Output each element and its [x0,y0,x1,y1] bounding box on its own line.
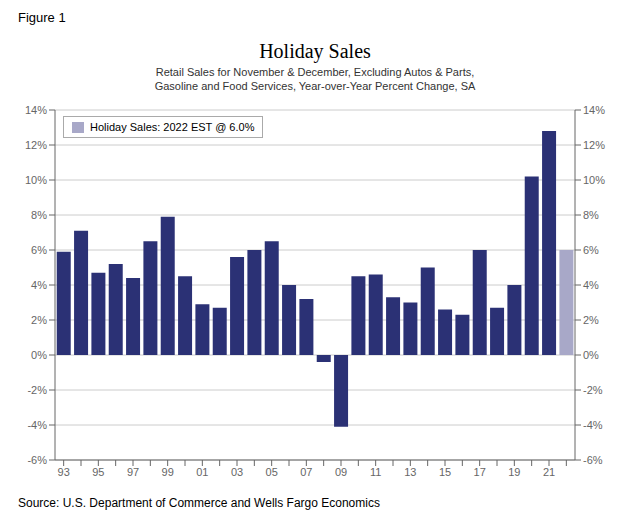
html-text:Source: U.S. Department of Com: Source: U.S. Department of Commerce and … [18,496,380,510]
svg-text:0%: 0% [583,349,599,361]
svg-text:6%: 6% [583,244,599,256]
svg-text:0%: 0% [31,349,47,361]
svg-text:10%: 10% [583,174,605,186]
svg-text:17: 17 [474,466,486,478]
html-text:Figure 1: Figure 1 [18,10,66,25]
svg-text:14%: 14% [583,104,605,116]
html-text:Gasoline and Food Services, Ye: Gasoline and Food Services, Year-over-Ye… [154,80,476,92]
svg-text:05: 05 [266,466,278,478]
html-text:Retail Sales for November & De: Retail Sales for November & December, Ex… [155,66,475,78]
svg-text:15: 15 [439,466,451,478]
svg-text:6%: 6% [31,244,47,256]
svg-text:10%: 10% [25,174,47,186]
svg-text:09: 09 [335,466,347,478]
svg-text:-6%: -6% [583,454,603,466]
svg-text:12%: 12% [25,139,47,151]
svg-text:13: 13 [404,466,416,478]
svg-text:95: 95 [92,466,104,478]
svg-text:2%: 2% [31,314,47,326]
svg-text:4%: 4% [583,279,599,291]
svg-text:03: 03 [231,466,243,478]
svg-text:21: 21 [543,466,555,478]
svg-text:19: 19 [508,466,520,478]
svg-text:93: 93 [58,466,70,478]
svg-text:-4%: -4% [27,419,47,431]
svg-text:4%: 4% [31,279,47,291]
svg-text:97: 97 [127,466,139,478]
svg-text:8%: 8% [583,209,599,221]
svg-text:-4%: -4% [583,419,603,431]
svg-text:8%: 8% [31,209,47,221]
svg-text:14%: 14% [25,104,47,116]
svg-text:12%: 12% [583,139,605,151]
svg-text:-2%: -2% [27,384,47,396]
svg-text:01: 01 [196,466,208,478]
svg-text:2%: 2% [583,314,599,326]
svg-text:-2%: -2% [583,384,603,396]
svg-text:11: 11 [370,466,381,478]
svg-text:99: 99 [162,466,174,478]
html-text:Holiday Sales: Holiday Sales [259,40,371,62]
svg-text:07: 07 [300,466,312,478]
html-text:Holiday Sales: 2022 EST @ 6.0%: Holiday Sales: 2022 EST @ 6.0% [90,121,255,133]
svg-text:-6%: -6% [27,454,47,466]
